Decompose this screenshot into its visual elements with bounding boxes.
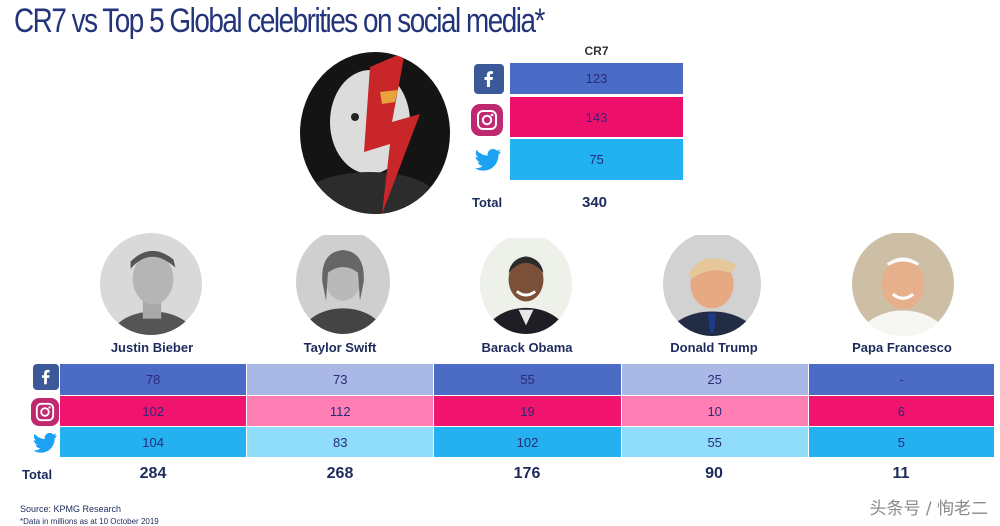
celebrity-name: Papa Francesco [852,340,952,355]
data-note: *Data in millions as at 10 October 2019 [20,517,159,526]
grid-cell: 10 [621,396,808,426]
cr7-instagram-bar: 143 [510,97,683,137]
cr7-avatar [300,52,450,214]
grid-total-value: 176 [513,465,541,482]
celebrity-name: Justin Bieber [110,340,194,355]
grid-cell: - [808,364,994,395]
grid-total-value: 11 [892,465,910,482]
celebrity-name: Donald Trump [670,340,758,355]
grid-cell: 104 [60,427,247,457]
watermark: 头条号 / 恂老二 [869,499,988,519]
grid-cell: 55 [621,427,808,457]
cr7-total-label: Total [472,195,503,210]
source-note: Source: KPMG Research [20,504,122,514]
cr7-facebook-bar: 123 [510,63,683,94]
twitter-icon [474,145,504,175]
avatar-barack-obama [480,234,572,334]
page-title: CR7 vs Top 5 Global celebrities on socia… [14,2,545,40]
facebook-icon [33,364,59,390]
grid-total-value: 90 [705,465,723,482]
grid-cell: 5 [808,427,994,457]
grid-cell: 102 [60,396,247,426]
grid-total-value: 268 [326,465,354,482]
cr7-column-header: CR7 [584,44,609,58]
grid-total-label: Total [22,467,53,482]
grid-cell: 73 [247,364,434,395]
celebrity-name: Barack Obama [481,340,573,355]
avatar-taylor-swift [296,230,390,334]
grid-cell: 112 [247,396,434,426]
avatar-papa-francesco [852,232,954,336]
grid-cell: 83 [247,427,434,457]
avatar-justin-bieber [100,233,202,335]
facebook-icon [474,64,504,94]
twitter-icon [33,432,59,454]
avatar-donald-trump [663,232,761,336]
cr7-total-value: 340 [582,194,608,211]
grid-cell: 102 [434,427,621,457]
grid-cell: 19 [434,396,621,426]
grid-cell: 55 [434,364,621,395]
grid-cell: 25 [621,364,808,395]
instagram-icon [31,398,59,426]
grid-total-value: 284 [139,465,167,482]
cr7-twitter-bar: 75 [510,139,683,180]
grid-cell: 78 [60,364,247,395]
celebrity-name: Taylor Swift [303,340,377,355]
grid-cell: 6 [808,396,994,426]
instagram-icon [471,104,503,136]
